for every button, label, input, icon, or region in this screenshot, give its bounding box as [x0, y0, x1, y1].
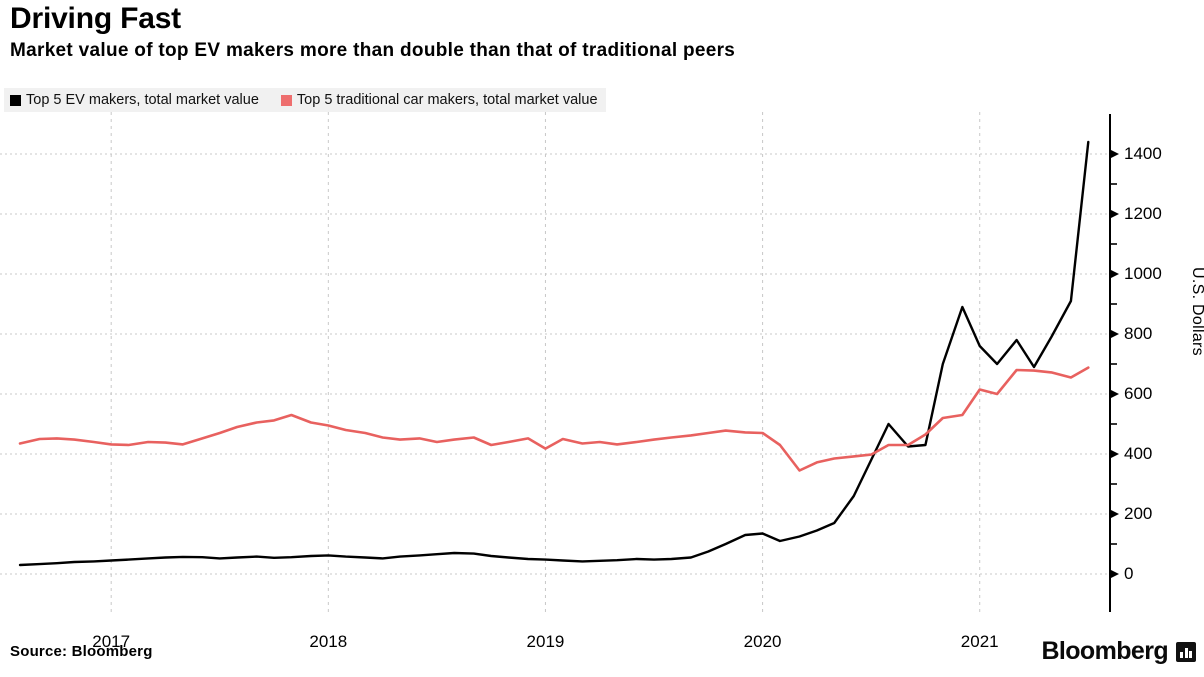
y-tick-label: 1400 [1124, 144, 1162, 163]
x-tick-label: 2019 [526, 632, 565, 651]
legend-item-1[interactable]: Top 5 traditional car makers, total mark… [280, 92, 598, 108]
y-tick-label: 1000 [1124, 264, 1162, 283]
source-note: Source: Bloomberg [10, 643, 153, 660]
x-tick-label: 2017 [92, 632, 131, 651]
series-line-0 [18, 140, 1090, 567]
brand-text: Bloomberg [1041, 637, 1168, 665]
legend-swatch-ev [10, 94, 21, 106]
x-tick-label: 2020 [743, 632, 782, 651]
y-axis-title: U.S. Dollars [1189, 267, 1204, 356]
y-tick-label: 0 [1124, 564, 1134, 583]
chart-legend: Top 5 EV makers, total market value Top 5… [4, 88, 606, 112]
y-tick-major [1110, 329, 1119, 339]
legend-item-0[interactable]: Top 5 EV makers, total market value [10, 92, 259, 108]
chart-plot-area: U.S. Dollars 0 200 400 600 800 1000 1200 1400 20… [0, 112, 1204, 651]
y-tick-major [1110, 509, 1119, 519]
series-line-1 [18, 366, 1090, 472]
line-chart [0, 112, 1119, 612]
page-title: Driving Fast [10, 2, 181, 35]
legend-swatch-traditional [280, 94, 292, 106]
bloomberg-logo-icon [1176, 641, 1196, 662]
y-tick-label: 200 [1124, 504, 1153, 523]
y-tick-label: 1200 [1124, 204, 1162, 223]
bloomberg-brand: Bloomberg [1041, 637, 1196, 666]
legend-item-label: Top 5 traditional car makers, total mark… [296, 92, 598, 108]
y-tick-major [1110, 149, 1119, 159]
y-tick-label: 600 [1124, 384, 1153, 403]
y-tick-label: 400 [1124, 444, 1153, 463]
y-tick-major [1110, 569, 1119, 579]
y-tick-major [1110, 389, 1119, 399]
page-subtitle: Market value of top EV makers more than … [10, 40, 736, 61]
y-tick-major [1110, 449, 1119, 459]
y-tick-major [1110, 209, 1119, 219]
legend-item-label: Top 5 EV makers, total market value [26, 92, 259, 108]
chart-header: Driving Fast Market value of top EV make… [10, 2, 1200, 63]
x-tick-label: 2021 [960, 632, 999, 651]
x-tick-label: 2018 [309, 632, 348, 651]
y-tick-major [1110, 269, 1119, 279]
chart-footer: Source: Bloomberg Bloomberg [0, 637, 1204, 669]
y-tick-label: 800 [1124, 324, 1153, 343]
